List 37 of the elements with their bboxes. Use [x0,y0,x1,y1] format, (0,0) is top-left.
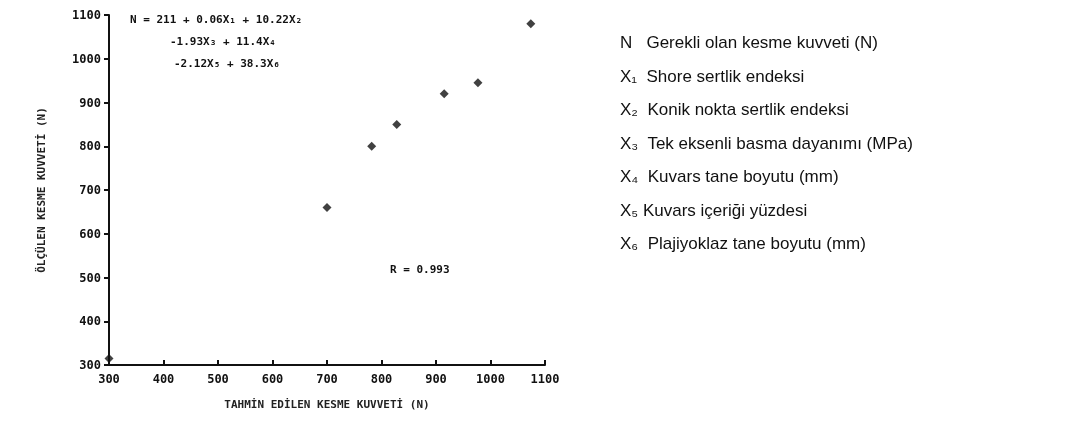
text: X₄ Kuvars tane boyutu (mm) [620,167,839,186]
point [526,19,536,29]
text: X₆ Plajiyoklaz tane boyutu (mm) [620,234,866,253]
x-tick-label: 500 [207,372,229,386]
x-tick-label: 1000 [476,372,505,386]
y-tick-label: 900 [79,95,101,110]
x-tick-label: 400 [152,372,175,386]
annotation: -1.93X₃ + 11.4X₄ [170,35,276,48]
text: X₃ Tek eksenli basma dayanımı (MPa) [620,133,913,153]
x-axis-title: TAHMİN EDİLEN KESME KUVVETİ (N) [224,397,430,411]
y-tick-label: 400 [79,314,101,329]
y-tick-label: 300 [79,358,101,372]
text: N Gerekli olan kesme kuvveti (N) [620,33,878,52]
annotation: R = 0.993 [390,263,450,276]
y-tick-label: 800 [79,139,101,154]
annotation: -2.12X₅ + 38.3X₆ [174,57,280,70]
y-tick-label: 1100 [72,8,101,22]
x-tick-label: 700 [316,372,338,386]
point [392,119,402,129]
point [439,89,449,99]
text: X₁ Shore sertlik endeksi [620,66,805,86]
text: X₂ Konik nokta sertlik endeksi [620,100,849,119]
text: X₅ Kuvars içeriği yüzdesi [620,200,808,220]
point [473,78,483,88]
x-tick-label: 800 [370,372,393,386]
point [322,203,332,212]
x-tick-label: 1100 [530,372,560,386]
y-tick-label: 600 [79,226,101,241]
y-tick-label: 700 [79,183,101,197]
x-tick-label: 300 [98,372,120,386]
y-tick-label: 1000 [72,51,101,66]
y-axis-title: ÖLÇÜLEN KESME KUVVETİ (N) [34,107,48,273]
annotation: N = 211 + 0.06X₁ + 10.22X₂ [130,13,303,26]
y-tick-label: 500 [79,270,101,285]
x-tick-label: 600 [261,372,284,386]
point [367,141,377,151]
x-tick-label: 900 [425,372,447,386]
